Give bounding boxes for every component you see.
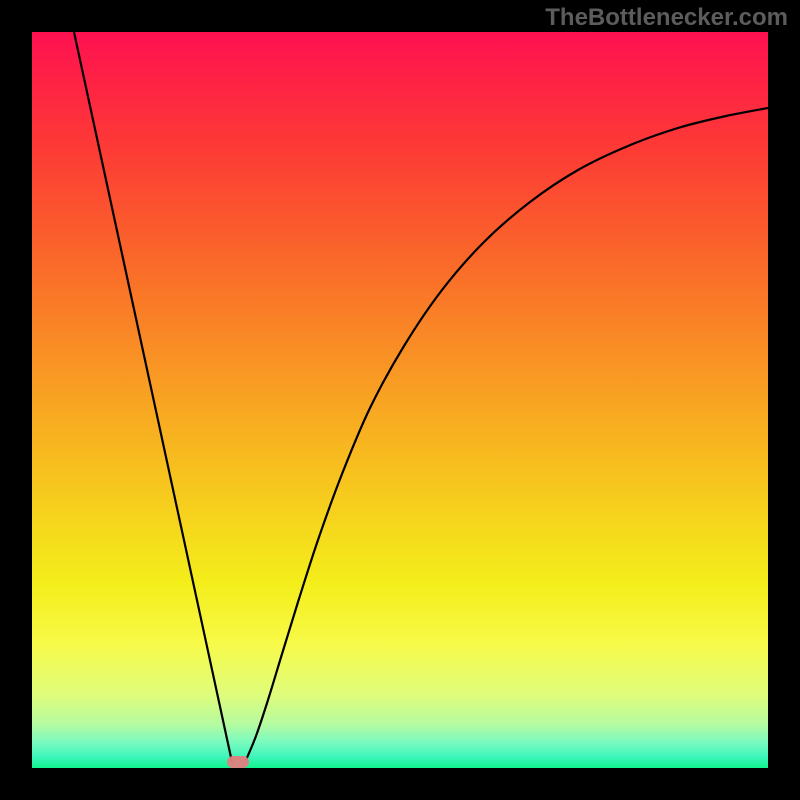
curve-svg (32, 32, 768, 768)
right-curve (246, 108, 768, 760)
watermark-text: TheBottlenecker.com (545, 4, 788, 32)
chart-frame: TheBottlenecker.com (0, 0, 800, 800)
left-line (74, 32, 232, 762)
plot-area (32, 32, 768, 768)
plot-inner (32, 32, 768, 768)
min-marker (227, 756, 249, 768)
